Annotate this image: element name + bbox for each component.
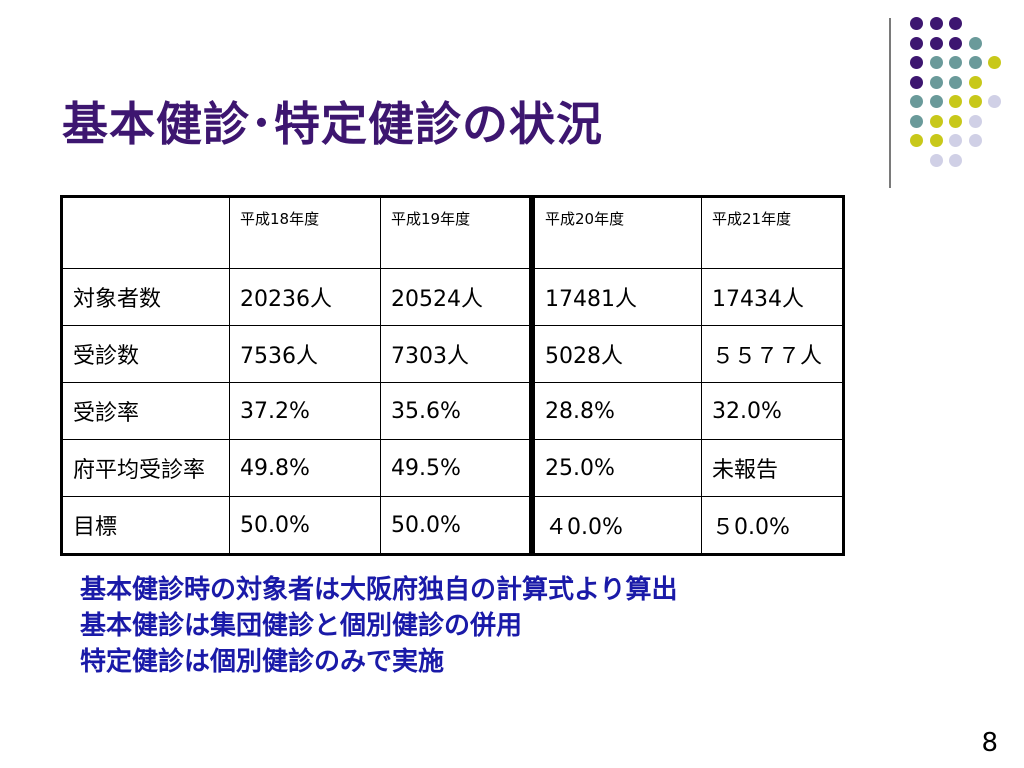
- decorative-dot: [910, 56, 923, 69]
- decorative-dot: [949, 95, 962, 108]
- table-cell: 7536人: [229, 325, 381, 383]
- decorative-dot: [929, 56, 943, 69]
- decorative-dot: [910, 36, 923, 50]
- row-label: 府平均受診率: [61, 439, 230, 497]
- table-cell: 35.6%: [380, 382, 533, 440]
- decorative-dot: [929, 75, 943, 89]
- table-header-cell: 平成19年度: [380, 196, 533, 269]
- decorative-dot: [949, 75, 962, 89]
- slide-title: 基本健診･特定健診の状況: [62, 97, 603, 151]
- table-cell: 未報告: [701, 439, 844, 497]
- health-checkup-table: 平成18年度 平成19年度 平成20年度 平成21年度 対象者数 20236人 …: [60, 195, 845, 556]
- table-header-row: 平成18年度 平成19年度 平成20年度 平成21年度: [61, 196, 844, 269]
- table-header-cell: 平成20年度: [529, 196, 702, 269]
- decorative-divider: [889, 18, 891, 188]
- table-cell: 37.2%: [229, 382, 381, 440]
- decorative-dot: [949, 17, 962, 30]
- decorative-dot: [968, 75, 982, 89]
- decorative-dot: [988, 56, 1001, 69]
- decorative-dot: [968, 95, 982, 108]
- table-row: 受診数 7536人 7303人 5028人 ５５７７人: [61, 325, 844, 383]
- decorative-dot: [929, 134, 943, 147]
- table-cell: 28.8%: [529, 382, 702, 440]
- decorative-dot: [929, 95, 943, 108]
- table-header-cell: [61, 196, 230, 269]
- table-cell: 50.0%: [229, 496, 381, 555]
- decorative-dot: [968, 114, 982, 128]
- decorative-dot: [910, 134, 923, 147]
- decorative-dot: [929, 153, 943, 167]
- table-header-cell: 平成21年度: [701, 196, 844, 269]
- decorative-dot: [968, 36, 982, 50]
- table-cell: 20236人: [229, 268, 381, 326]
- table-cell: 7303人: [380, 325, 533, 383]
- table-cell: 49.5%: [380, 439, 533, 497]
- table-cell: ５0.0%: [701, 496, 844, 555]
- table-row: 受診率 37.2% 35.6% 28.8% 32.0%: [61, 382, 844, 440]
- note-line: 基本健診は集団健診と個別健診の併用: [80, 611, 523, 641]
- table-cell: 17434人: [701, 268, 844, 326]
- row-label: 目標: [61, 496, 230, 555]
- table-cell: 5028人: [529, 325, 702, 383]
- table-header-cell: 平成18年度: [229, 196, 381, 269]
- table-cell: ５５７７人: [701, 325, 844, 383]
- table-cell: 50.0%: [380, 496, 533, 555]
- decorative-dot: [949, 134, 962, 147]
- decorative-dot: [929, 17, 943, 30]
- decorative-dot: [949, 153, 962, 167]
- decorative-dot: [910, 114, 923, 128]
- decorative-dot: [910, 95, 923, 108]
- row-label: 受診率: [61, 382, 230, 440]
- decorative-dot: [929, 36, 943, 50]
- decorative-dot: [949, 36, 962, 50]
- table-cell: 17481人: [529, 268, 702, 326]
- table-cell: ４0.0%: [529, 496, 702, 555]
- decorative-dot: [968, 134, 982, 147]
- table-row: 対象者数 20236人 20524人 17481人 17434人: [61, 268, 844, 326]
- note-line: 特定健診は個別健診のみで実施: [80, 647, 445, 677]
- decorative-dot: [929, 114, 943, 128]
- decorative-dot: [910, 75, 923, 89]
- decorative-dot: [988, 95, 1001, 108]
- table-row: 目標 50.0% 50.0% ４0.0% ５0.0%: [61, 496, 844, 555]
- table-cell: 20524人: [380, 268, 533, 326]
- row-label: 受診数: [61, 325, 230, 383]
- note-line: 基本健診時の対象者は大阪府独自の計算式より算出: [80, 575, 678, 605]
- table-cell: 32.0%: [701, 382, 844, 440]
- decorative-dot: [949, 56, 962, 69]
- notes-block: 基本健診時の対象者は大阪府独自の計算式より算出 基本健診は集団健診と個別健診の併…: [80, 572, 677, 680]
- row-label: 対象者数: [61, 268, 230, 326]
- decorative-dot: [968, 56, 982, 69]
- table-row: 府平均受診率 49.8% 49.5% 25.0% 未報告: [61, 439, 844, 497]
- page-number: 8: [981, 728, 998, 758]
- table-cell: 49.8%: [229, 439, 381, 497]
- decorative-dot: [910, 17, 923, 30]
- table-cell: 25.0%: [529, 439, 702, 497]
- decorative-dot: [949, 114, 962, 128]
